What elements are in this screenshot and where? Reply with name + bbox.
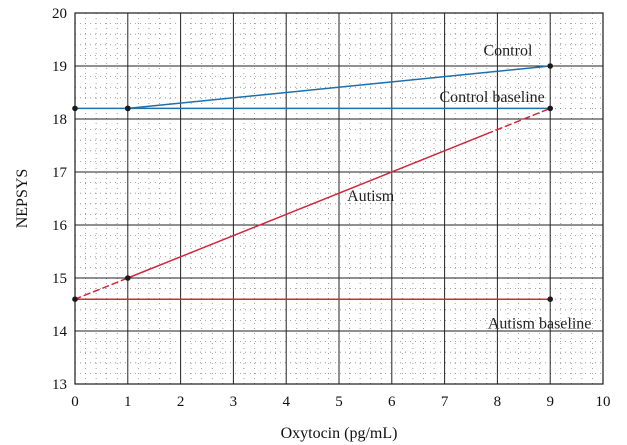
x-tick-label: 5 <box>335 394 343 410</box>
x-tick-label: 1 <box>124 394 132 410</box>
y-axis-title: NEPSYS <box>14 169 31 229</box>
data-point-control-baseline <box>547 105 553 112</box>
x-tick-label: 3 <box>230 394 238 410</box>
data-point-control-baseline <box>72 105 78 112</box>
series-line-autism <box>486 107 551 135</box>
annotation-control: Control <box>484 42 533 59</box>
data-point-autism-baseline <box>547 296 553 303</box>
y-tick-label: 19 <box>52 59 67 75</box>
x-tick-label: 9 <box>546 394 554 410</box>
major-grid <box>75 13 603 384</box>
series-line-control <box>127 65 551 110</box>
annotation-autism-baseline: Autism baseline <box>488 315 592 332</box>
annotation-control-baseline: Control baseline <box>439 89 544 106</box>
series-line-autism <box>127 133 488 279</box>
x-tick-label: 8 <box>494 394 502 410</box>
annotations: Control Control baseline Autism Autism base… <box>347 42 591 332</box>
y-tick-label: 17 <box>52 165 68 181</box>
data-point-control <box>547 63 553 69</box>
y-tick-label: 20 <box>52 6 67 22</box>
data-point-autism-baseline <box>72 296 78 303</box>
minor-grid <box>75 13 603 384</box>
data-markers <box>72 63 553 303</box>
series-line-autism <box>74 277 129 300</box>
tick-labels: 0 1 2 3 4 5 6 7 8 9 10 13 14 15 16 17 18 19 20 <box>52 6 611 410</box>
data-point-control-baseline <box>125 105 131 112</box>
y-tick-label: 18 <box>52 112 67 128</box>
y-tick-label: 16 <box>52 218 68 234</box>
x-tick-label: 4 <box>282 394 290 410</box>
x-tick-label: 10 <box>596 394 611 410</box>
y-tick-label: 14 <box>52 324 68 340</box>
y-tick-label: 15 <box>52 271 67 287</box>
x-tick-label: 7 <box>441 394 449 410</box>
data-series <box>74 65 551 300</box>
y-tick-label: 13 <box>52 377 67 393</box>
x-axis-title: Oxytocin (pg/mL) <box>281 425 398 442</box>
data-point-autism <box>125 275 131 281</box>
x-tick-label: 0 <box>71 394 79 410</box>
x-tick-label: 2 <box>177 394 185 410</box>
annotation-autism: Autism <box>347 188 395 205</box>
x-tick-label: 6 <box>388 394 396 410</box>
plot-frame <box>74 12 604 385</box>
